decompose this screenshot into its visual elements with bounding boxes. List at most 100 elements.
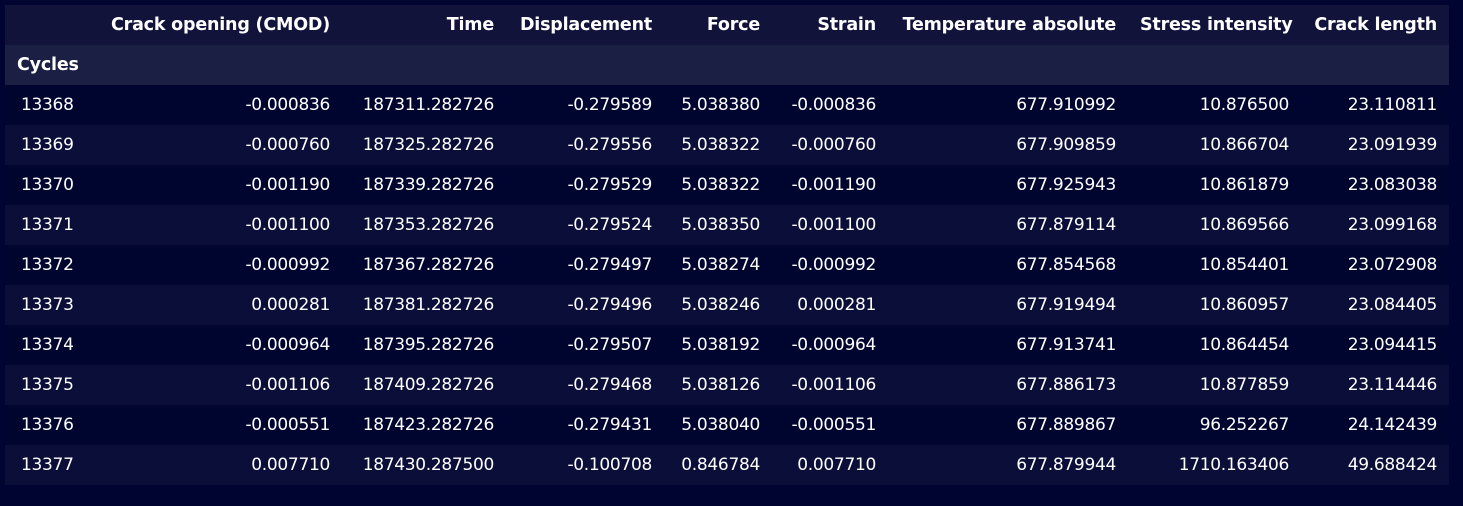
row-index: 13371 — [5, 205, 85, 245]
table-cell: -0.000836 — [85, 85, 342, 125]
corner-header-cell — [5, 5, 85, 45]
table-cell: 0.846784 — [664, 445, 772, 485]
table-cell: 5.038322 — [664, 125, 772, 165]
column-header: Crack opening (CMOD) — [85, 5, 342, 45]
table-cell: -0.000964 — [772, 325, 888, 365]
dataframe-container: Crack opening (CMOD) Time Displacement F… — [5, 5, 1449, 485]
table-cell: -0.279431 — [506, 405, 664, 445]
table-cell: 5.038246 — [664, 285, 772, 325]
table-cell: 677.889867 — [888, 405, 1128, 445]
table-cell: -0.279556 — [506, 125, 664, 165]
table-body: 13368 -0.000836 187311.282726 -0.279589 … — [5, 85, 1449, 485]
column-header: Time — [342, 5, 506, 45]
table-cell: 96.252267 — [1128, 405, 1301, 445]
table-cell: -0.001190 — [85, 165, 342, 205]
table-cell: 1710.163406 — [1128, 445, 1301, 485]
table-cell: 187430.287500 — [342, 445, 506, 485]
index-name-filler — [85, 45, 342, 85]
table-cell: 187311.282726 — [342, 85, 506, 125]
table-cell: -0.001106 — [772, 365, 888, 405]
index-name-filler — [1301, 45, 1449, 85]
index-name-filler — [664, 45, 772, 85]
table-cell: 187353.282726 — [342, 205, 506, 245]
table-cell: 10.854401 — [1128, 245, 1301, 285]
row-index: 13374 — [5, 325, 85, 365]
table-cell: 677.913741 — [888, 325, 1128, 365]
table-cell: 10.876500 — [1128, 85, 1301, 125]
index-name-filler — [506, 45, 664, 85]
table-cell: 677.879114 — [888, 205, 1128, 245]
table-row: 13370 -0.001190 187339.282726 -0.279529 … — [5, 165, 1449, 205]
table-cell: 10.869566 — [1128, 205, 1301, 245]
column-header: Strain — [772, 5, 888, 45]
table-cell: 23.083038 — [1301, 165, 1449, 205]
column-header-row: Crack opening (CMOD) Time Displacement F… — [5, 5, 1449, 45]
table-cell: -0.000992 — [85, 245, 342, 285]
row-index: 13368 — [5, 85, 85, 125]
table-cell: 23.094415 — [1301, 325, 1449, 365]
table-cell: 23.084405 — [1301, 285, 1449, 325]
table-cell: 10.877859 — [1128, 365, 1301, 405]
table-row: 13371 -0.001100 187353.282726 -0.279524 … — [5, 205, 1449, 245]
table-row: 13377 0.007710 187430.287500 -0.100708 0… — [5, 445, 1449, 485]
table-cell: 677.886173 — [888, 365, 1128, 405]
column-header: Crack length — [1301, 5, 1449, 45]
table-cell: 23.099168 — [1301, 205, 1449, 245]
index-name-filler — [772, 45, 888, 85]
table-cell: 187423.282726 — [342, 405, 506, 445]
table-cell: -0.279497 — [506, 245, 664, 285]
table-cell: 10.860957 — [1128, 285, 1301, 325]
index-name-filler — [1128, 45, 1301, 85]
column-header: Force — [664, 5, 772, 45]
row-index: 13376 — [5, 405, 85, 445]
index-name-row: Cycles — [5, 45, 1449, 85]
table-cell: 187325.282726 — [342, 125, 506, 165]
table-cell: -0.000551 — [85, 405, 342, 445]
table-cell: -0.279507 — [506, 325, 664, 365]
table-cell: -0.279529 — [506, 165, 664, 205]
table-row: 13376 -0.000551 187423.282726 -0.279431 … — [5, 405, 1449, 445]
table-cell: -0.279468 — [506, 365, 664, 405]
table-cell: 0.000281 — [772, 285, 888, 325]
table-cell: 187395.282726 — [342, 325, 506, 365]
table-cell: 677.919494 — [888, 285, 1128, 325]
row-index: 13377 — [5, 445, 85, 485]
table-cell: 187381.282726 — [342, 285, 506, 325]
index-name-filler — [342, 45, 506, 85]
table-cell: -0.000551 — [772, 405, 888, 445]
table-cell: 5.038126 — [664, 365, 772, 405]
table-cell: 5.038274 — [664, 245, 772, 285]
table-row: 13373 0.000281 187381.282726 -0.279496 5… — [5, 285, 1449, 325]
table-row: 13369 -0.000760 187325.282726 -0.279556 … — [5, 125, 1449, 165]
data-table: Crack opening (CMOD) Time Displacement F… — [5, 5, 1449, 485]
table-cell: -0.000760 — [85, 125, 342, 165]
table-row: 13375 -0.001106 187409.282726 -0.279468 … — [5, 365, 1449, 405]
table-cell: 49.688424 — [1301, 445, 1449, 485]
table-row: 13372 -0.000992 187367.282726 -0.279497 … — [5, 245, 1449, 285]
table-cell: 10.864454 — [1128, 325, 1301, 365]
table-cell: 677.909859 — [888, 125, 1128, 165]
table-cell: 10.861879 — [1128, 165, 1301, 205]
row-index: 13372 — [5, 245, 85, 285]
table-cell: 187367.282726 — [342, 245, 506, 285]
column-header: Stress intensity — [1128, 5, 1301, 45]
table-cell: 677.910992 — [888, 85, 1128, 125]
table-cell: 23.072908 — [1301, 245, 1449, 285]
table-cell: 677.925943 — [888, 165, 1128, 205]
index-name-header: Cycles — [5, 45, 85, 85]
column-header: Temperature absolute — [888, 5, 1128, 45]
row-index: 13375 — [5, 365, 85, 405]
table-cell: 187409.282726 — [342, 365, 506, 405]
table-cell: -0.000992 — [772, 245, 888, 285]
column-header: Displacement — [506, 5, 664, 45]
table-cell: 187339.282726 — [342, 165, 506, 205]
row-index: 13369 — [5, 125, 85, 165]
table-cell: 5.038322 — [664, 165, 772, 205]
table-cell: -0.001100 — [772, 205, 888, 245]
index-name-filler — [888, 45, 1128, 85]
table-cell: -0.001100 — [85, 205, 342, 245]
table-cell: -0.001106 — [85, 365, 342, 405]
table-cell: 677.879944 — [888, 445, 1128, 485]
table-row: 13374 -0.000964 187395.282726 -0.279507 … — [5, 325, 1449, 365]
table-cell: 0.007710 — [85, 445, 342, 485]
